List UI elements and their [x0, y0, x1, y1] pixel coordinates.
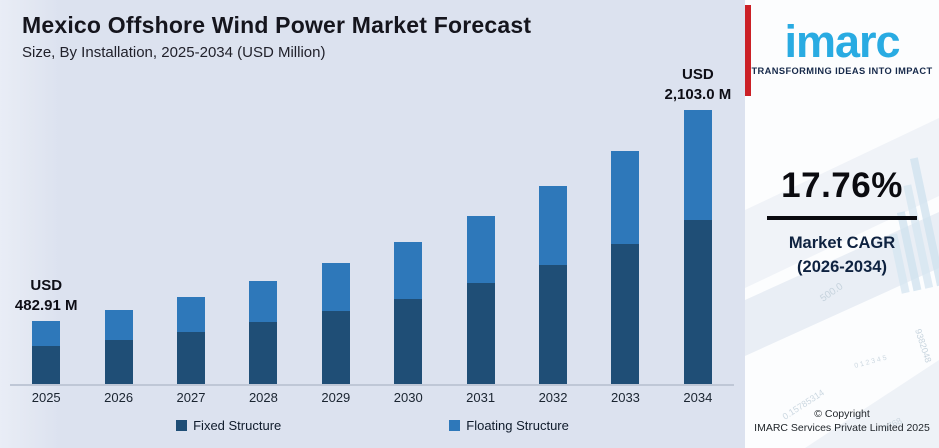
segment-floating-2027[interactable] — [177, 297, 206, 332]
bar-column-2031 — [444, 100, 516, 384]
segment-fixed-2027[interactable] — [177, 332, 206, 384]
segment-fixed-2032[interactable] — [539, 265, 568, 384]
x-tick-2031: 2031 — [466, 390, 496, 405]
segment-floating-2034[interactable] — [683, 110, 712, 220]
imarc-tagline: TRANSFORMING IDEAS INTO IMPACT — [751, 66, 933, 77]
segment-floating-2032[interactable] — [539, 186, 568, 265]
copyright-line2: IMARC Services Private Limited 2025 — [754, 422, 930, 435]
segment-floating-2025[interactable] — [32, 321, 61, 346]
stacked-bar-2032[interactable] — [539, 186, 568, 384]
bar-column-2029 — [300, 100, 372, 384]
segment-fixed-2029[interactable] — [321, 311, 350, 384]
segment-fixed-2025[interactable] — [32, 346, 61, 384]
x-tick-2026: 2026 — [104, 390, 134, 405]
legend-label: Fixed Structure — [193, 418, 282, 433]
bar-column-2027 — [155, 100, 227, 384]
segment-fixed-2033[interactable] — [611, 244, 640, 384]
legend-item-fixed-structure: Fixed Structure — [176, 418, 281, 433]
segment-fixed-2030[interactable] — [394, 299, 423, 384]
segment-floating-2031[interactable] — [466, 216, 495, 283]
segment-floating-2030[interactable] — [394, 242, 423, 299]
segment-floating-2026[interactable] — [104, 310, 133, 340]
copyright-notice: © Copyright IMARC Services Private Limit… — [745, 407, 939, 436]
brand-sidebar: 500.0 9382048 0.15785314 2768 0 1 2 3 4 … — [745, 0, 939, 448]
chart-region: Mexico Offshore Wind Power Market Foreca… — [0, 12, 745, 433]
legend-label: Floating Structure — [466, 418, 569, 433]
segment-floating-2033[interactable] — [611, 151, 640, 244]
bar-column-2034: USD 2,103.0 M — [662, 66, 734, 384]
segment-fixed-2026[interactable] — [104, 340, 133, 384]
x-tick-2032: 2032 — [538, 390, 568, 405]
bar-column-2026 — [82, 100, 154, 384]
stacked-bar-2029[interactable] — [321, 263, 350, 384]
x-tick-2028: 2028 — [248, 390, 278, 405]
floating-structure-swatch-icon — [449, 420, 461, 431]
x-tick-2029: 2029 — [321, 390, 351, 405]
segment-floating-2029[interactable] — [321, 263, 350, 311]
page-title: Mexico Offshore Wind Power Market Foreca… — [22, 12, 532, 38]
stacked-bar-2034[interactable] — [683, 110, 712, 384]
legend-item-floating-structure: Floating Structure — [449, 418, 569, 433]
bar-column-2025: USD 482.91 M — [10, 100, 82, 384]
cagr-value: 17.76% — [781, 166, 903, 205]
sidebar-watermark-graphic: 500.0 9382048 0.15785314 2768 0 1 2 3 4 … — [745, 118, 939, 448]
chart-legend: Fixed Structure Floating Structure — [0, 418, 745, 433]
x-tick-2034: 2034 — [683, 390, 713, 405]
cagr-label-line1: Market CAGR — [788, 234, 896, 252]
red-accent-bar — [745, 5, 751, 96]
segment-fixed-2031[interactable] — [466, 283, 495, 384]
segment-fixed-2034[interactable] — [683, 220, 712, 384]
value-label-2034: USD 2,103.0 M — [664, 66, 732, 103]
stacked-bar-2028[interactable] — [249, 281, 278, 384]
x-tick-2030: 2030 — [393, 390, 423, 405]
x-tick-2025: 2025 — [31, 390, 61, 405]
value-label-2025: USD 482.91 M — [14, 277, 78, 314]
stacked-bar-2026[interactable] — [104, 310, 133, 384]
copyright-line1: © Copyright — [814, 407, 870, 420]
cagr-label-line2: (2026-2034) — [797, 257, 887, 276]
bar-column-2030 — [372, 100, 444, 384]
x-tick-2027: 2027 — [176, 390, 206, 405]
fixed-structure-swatch-icon — [176, 420, 188, 431]
bar-column-2033 — [589, 100, 661, 384]
segment-floating-2028[interactable] — [249, 281, 278, 322]
plot-area: USD 482.91 M USD 2,103.0 M — [10, 66, 734, 386]
bar-column-2028 — [227, 100, 299, 384]
x-tick-2033: 2033 — [610, 390, 640, 405]
stacked-bar-2025[interactable] — [32, 321, 61, 384]
bar-column-2032 — [517, 100, 589, 384]
stacked-bar-2027[interactable] — [177, 297, 206, 384]
stacked-bar-2033[interactable] — [611, 151, 640, 384]
stacked-bar-2031[interactable] — [466, 216, 495, 384]
imarc-logo-text: imarc — [784, 16, 900, 67]
cagr-underline — [767, 216, 917, 220]
chart-subtitle: Size, By Installation, 2025-2034 (USD Mi… — [22, 44, 326, 61]
stacked-bar-2030[interactable] — [394, 242, 423, 384]
segment-fixed-2028[interactable] — [249, 322, 278, 384]
watermark-number: 0 1 2 3 4 5 — [854, 355, 888, 370]
imarc-logo: imarc TRANSFORMING IDEAS INTO IMPACT — [745, 16, 939, 77]
cagr-block: 17.76% Market CAGR (2026-2034) — [745, 166, 939, 280]
x-axis-labels: 2025 2026 2027 2028 2029 2030 2031 2032 2033 2034 — [10, 390, 734, 405]
watermark-number: 9382048 — [913, 328, 933, 364]
